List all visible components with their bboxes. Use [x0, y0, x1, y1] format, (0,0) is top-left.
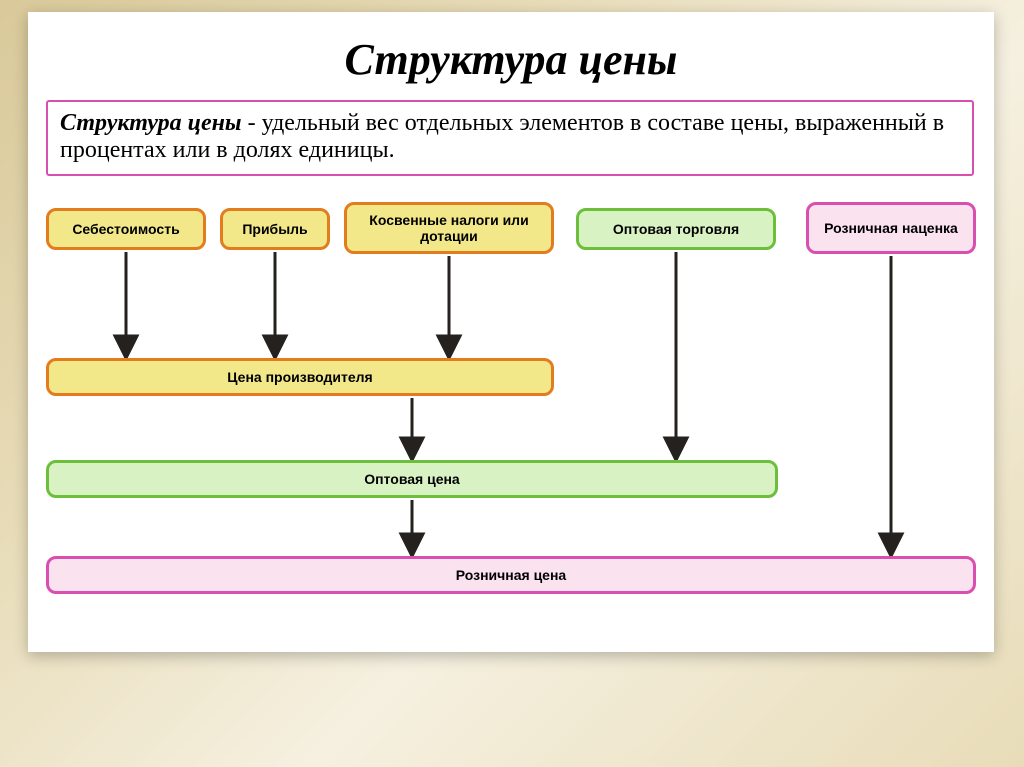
flowchart-node-n6: Цена производителя — [46, 358, 554, 396]
flowchart-node-n1: Себестоимость — [46, 208, 206, 250]
flowchart-node-n5: Розничная наценка — [806, 202, 976, 254]
slide-title: Структура цены — [28, 34, 994, 85]
definition-box: Структура цены - удельный вес отдельных … — [46, 100, 974, 176]
flowchart-node-n7: Оптовая цена — [46, 460, 778, 498]
flowchart: Себестоимость Прибыль Косвенные налоги или… — [28, 188, 994, 648]
slide: Структура цены Структура цены - удельный… — [28, 12, 994, 652]
flowchart-node-n2: Прибыль — [220, 208, 330, 250]
flowchart-node-n8: Розничная цена — [46, 556, 976, 594]
definition-term: Структура цены — [60, 110, 242, 136]
flowchart-node-n4: Оптовая торговля — [576, 208, 776, 250]
flowchart-node-n3: Косвенные налоги или дотации — [344, 202, 554, 254]
